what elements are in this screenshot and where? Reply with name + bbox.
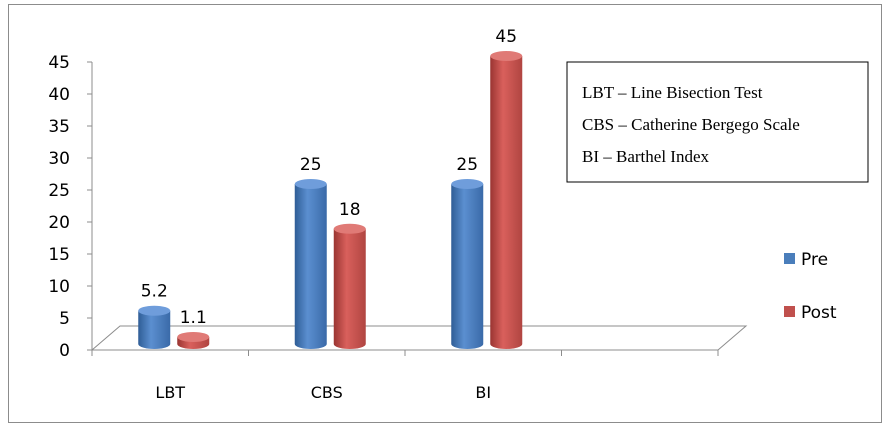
abbreviation-lbt: LBT – Line Bisection Test bbox=[582, 83, 763, 102]
data-label: 25 bbox=[300, 155, 322, 175]
y-tick-label: 25 bbox=[48, 181, 70, 201]
legend-label-post: Post bbox=[801, 303, 837, 323]
bar-cap bbox=[294, 179, 327, 189]
y-tick-label: 10 bbox=[48, 277, 70, 297]
bar-body bbox=[451, 184, 484, 349]
y-tick-label: 45 bbox=[48, 53, 70, 73]
y-tick-label: 20 bbox=[48, 213, 70, 233]
category-labels-group: LBT CBS BI bbox=[155, 383, 491, 402]
data-labels-group: 5.2 1.1 25 18 25 45 bbox=[141, 27, 517, 328]
data-label: 45 bbox=[495, 27, 517, 47]
legend-label-pre: Pre bbox=[801, 250, 828, 270]
bar-body bbox=[294, 184, 327, 349]
legend-swatch-pre bbox=[784, 253, 795, 264]
bar-body bbox=[138, 310, 171, 349]
y-tick-label: 40 bbox=[48, 85, 70, 105]
y-tick-label: 15 bbox=[48, 245, 70, 265]
bar-pre bbox=[451, 179, 484, 349]
data-label: 1.1 bbox=[180, 308, 207, 328]
bars-group bbox=[138, 51, 523, 349]
bar-pre bbox=[138, 305, 171, 349]
bar-body bbox=[333, 228, 366, 349]
bar-cap bbox=[451, 179, 484, 189]
bar-cap bbox=[333, 223, 366, 234]
data-label: 25 bbox=[456, 155, 478, 175]
data-label: 5.2 bbox=[141, 282, 168, 302]
category-label: LBT bbox=[155, 383, 185, 402]
category-label: BI bbox=[475, 383, 491, 402]
bar-post bbox=[490, 51, 523, 349]
abbreviation-bi: BI – Barthel Index bbox=[582, 147, 709, 166]
y-tick-label: 35 bbox=[48, 117, 70, 137]
category-label: CBS bbox=[311, 383, 343, 402]
legend: Pre Post bbox=[784, 250, 837, 323]
y-tick-label: 0 bbox=[59, 341, 70, 361]
bar-cap bbox=[490, 51, 523, 61]
abbreviation-box-border bbox=[566, 61, 869, 183]
data-label: 18 bbox=[339, 200, 361, 220]
abbreviation-box: LBT – Line Bisection Test CBS – Catherin… bbox=[566, 61, 869, 183]
bar-cap bbox=[138, 305, 171, 316]
y-axis-ticks: 0 5 10 15 20 25 30 35 40 45 bbox=[48, 53, 92, 361]
y-tick-label: 30 bbox=[48, 149, 70, 169]
bar-post bbox=[177, 331, 210, 349]
bar-body bbox=[490, 56, 523, 349]
x-axis-ticks bbox=[91, 350, 719, 356]
abbreviation-cbs: CBS – Catherine Bergego Scale bbox=[582, 115, 800, 134]
bar-post bbox=[333, 223, 366, 349]
bar-pre bbox=[294, 179, 327, 349]
legend-swatch-post bbox=[784, 306, 795, 317]
bar-cap bbox=[177, 331, 210, 342]
y-tick-label: 5 bbox=[59, 309, 70, 329]
